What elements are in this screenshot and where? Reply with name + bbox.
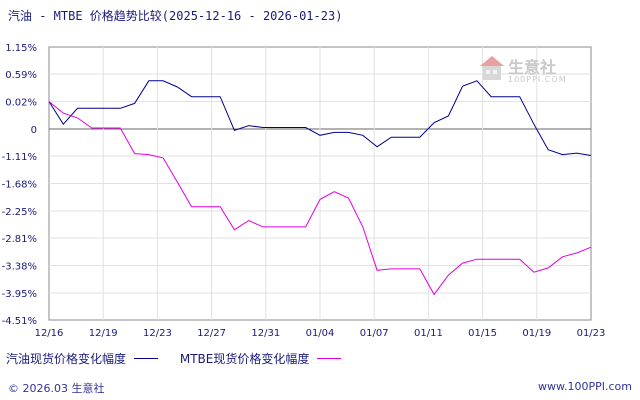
x-tick-label: 01/04 [306,328,335,339]
y-tick-label: 1.15% [5,43,37,54]
x-tick-label: 12/31 [251,328,280,339]
legend-swatch-gasoline [134,358,159,359]
x-tick-label: 01/11 [414,328,443,339]
x-tick-label: 12/27 [197,328,226,339]
y-axis-ticks: 1.15% 0.59% 0.02% 0 -1.11% -1.68% -2.25% -2.81%… [2,43,37,327]
x-tick-label: 01/07 [360,328,389,339]
legend-label-gasoline: 汽油现货价格变化幅度 [6,352,127,366]
house-logo-icon [480,56,504,80]
y-tick-label: -1.68% [2,180,37,191]
legend-swatch-mtbe [317,358,342,359]
y-tick-label: 0 [31,125,37,136]
y-tick-label: -2.25% [2,207,37,218]
grid [49,47,591,320]
footer: © 2026.03 生意社 www.100PPI.com [0,374,640,400]
legend: 汽油现货价格变化幅度 MTBE现货价格变化幅度 [6,350,359,367]
legend-label-mtbe: MTBE现货价格变化幅度 [179,352,310,366]
legend-item-mtbe: MTBE现货价格变化幅度 [180,350,350,367]
site-link[interactable]: www.100PPI.com [538,380,632,393]
x-tick-label: 12/23 [143,328,172,339]
y-tick-label: -1.11% [2,152,37,163]
watermark-url: 100PPI.COM [508,75,567,84]
series-lines [48,80,592,296]
x-tick-label: 12/19 [89,328,118,339]
y-tick-label: -4.51% [2,316,37,327]
y-tick-label: -2.81% [2,234,37,245]
x-tick-label: 01/15 [468,328,497,339]
series-line-gasoline [48,80,592,156]
chart-svg: 1.15% 0.59% 0.02% 0 -1.11% -1.68% -2.25% -2.81%… [2,43,606,339]
x-axis-ticks: 12/16 12/19 12/23 12/27 12/31 01/04 01/07 01/11… [35,328,606,339]
legend-item-gasoline: 汽油现货价格变化幅度 [6,350,166,367]
copyright-text: © 2026.03 生意社 [8,382,105,395]
y-tick-label: -3.95% [2,289,37,300]
x-tick-label: 12/16 [35,328,64,339]
y-tick-label: 0.02% [5,98,37,109]
x-tick-label: 01/23 [577,328,606,339]
series-line-mtbe [48,101,592,296]
y-tick-label: 0.59% [5,70,37,81]
watermark: 生意社 100PPI.COM [478,52,578,92]
chart-title: 汽油 - MTBE 价格趋势比较(2025-12-16 - 2026-01-23… [8,9,343,23]
x-tick-label: 01/19 [522,328,551,339]
y-tick-label: -3.38% [2,261,37,272]
watermark-name: 生意社 [508,58,557,77]
